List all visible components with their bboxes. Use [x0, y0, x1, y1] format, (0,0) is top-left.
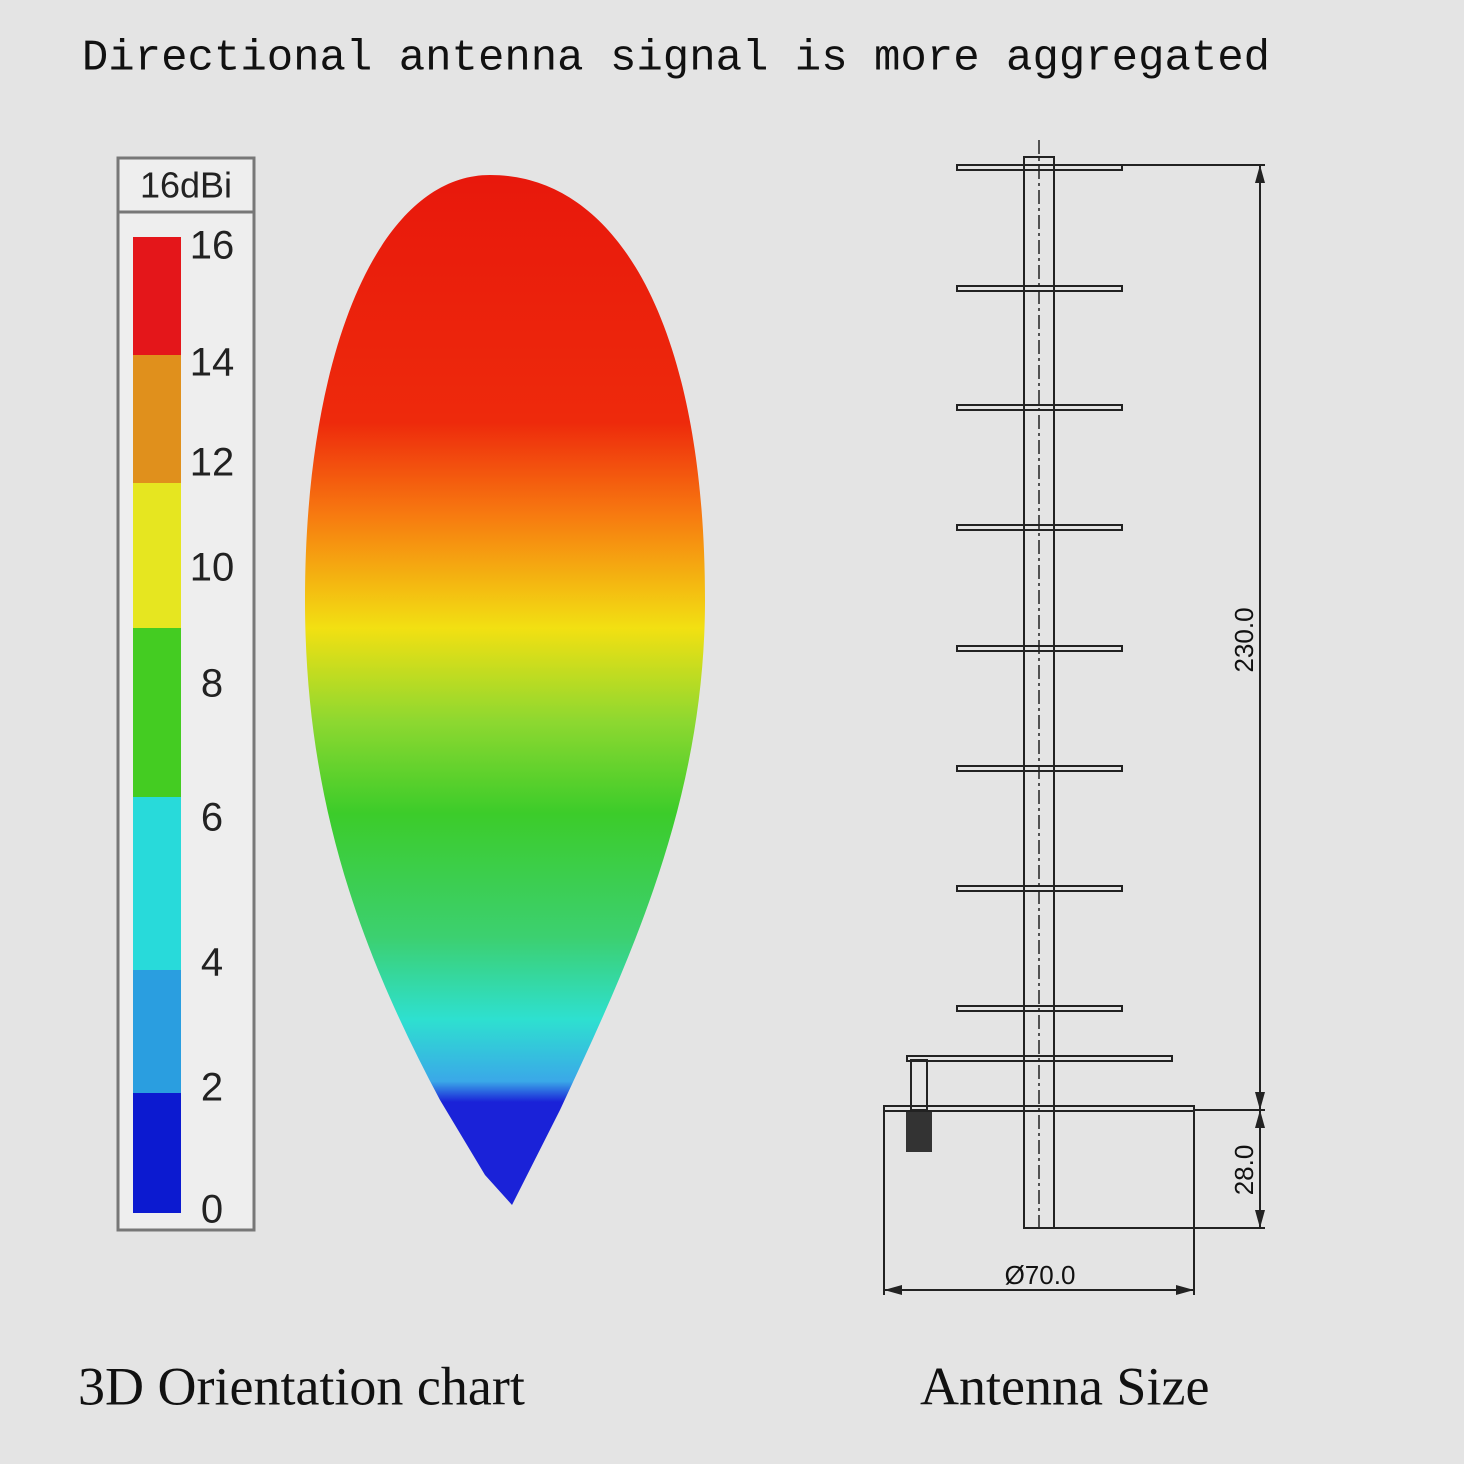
legend-tick-label: 8 — [201, 662, 223, 706]
director — [956, 1005, 1123, 1012]
legend-swatch — [133, 237, 181, 355]
legend-swatch — [133, 797, 181, 970]
director — [956, 285, 1123, 292]
antenna-drawing: 230.0 28.0 Ø70.0 — [883, 140, 1265, 1295]
elements — [956, 164, 1123, 1012]
caption-right: Antenna Size — [920, 1356, 1209, 1416]
legend-tick-label: 12 — [190, 441, 235, 485]
legend-swatch — [133, 355, 181, 483]
color-legend: 16dBi 16 14 12 10 8 6 4 2 0 — [116, 156, 256, 1232]
director — [956, 524, 1123, 531]
radiation-lobe — [305, 175, 705, 1205]
legend-tick-label: 4 — [201, 941, 223, 985]
legend-tick-label: 0 — [201, 1188, 223, 1232]
legend-swatch — [133, 970, 181, 1093]
height-label: 230.0 — [1229, 607, 1259, 672]
driven-element — [906, 1055, 1173, 1062]
director — [956, 765, 1123, 772]
director — [956, 404, 1123, 411]
caption-left: 3D Orientation chart — [78, 1356, 525, 1416]
diameter-label: Ø70.0 — [1005, 1260, 1076, 1290]
legend-tick-label: 6 — [201, 796, 223, 840]
legend-title: 16dBi — [140, 165, 232, 206]
legend-swatch — [133, 1093, 181, 1213]
legend-tick-label: 14 — [190, 341, 235, 385]
director — [956, 645, 1123, 652]
legend-tick-label: 2 — [201, 1066, 223, 1110]
title: Directional antenna signal is more aggre… — [82, 34, 1270, 84]
base-plate — [883, 1105, 1195, 1112]
legend-ticks: 16 14 12 10 8 6 4 2 0 — [190, 224, 235, 1232]
legend-tick-label: 16 — [190, 224, 235, 268]
base-label: 28.0 — [1229, 1145, 1259, 1196]
legend-swatch — [133, 628, 181, 797]
connector — [906, 1112, 932, 1152]
director — [956, 885, 1123, 892]
legend-tick-label: 10 — [190, 546, 235, 590]
dimension-lines — [884, 165, 1261, 1291]
director — [956, 164, 1123, 171]
extension-lines — [883, 164, 1265, 1295]
legend-swatch — [133, 483, 181, 628]
